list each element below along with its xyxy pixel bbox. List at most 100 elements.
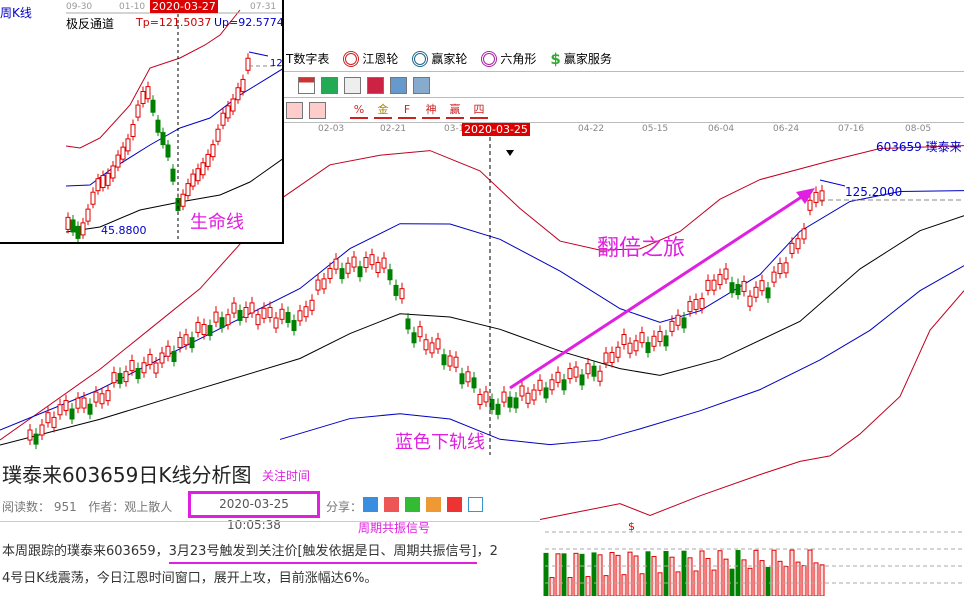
stock-title: 603659 璞泰来 bbox=[876, 140, 962, 154]
candle bbox=[627, 342, 633, 354]
share-plus-icon[interactable] bbox=[363, 497, 378, 512]
volume-bar bbox=[543, 552, 549, 596]
cursor-marker-icon bbox=[506, 150, 514, 156]
candle bbox=[63, 400, 69, 412]
shen-tool-icon[interactable]: 神 bbox=[422, 103, 440, 119]
toolbar-item[interactable]: 江恩轮 bbox=[343, 50, 398, 67]
inset-candle bbox=[220, 112, 226, 126]
candle bbox=[723, 268, 729, 280]
share-icons bbox=[363, 497, 483, 512]
candle bbox=[339, 268, 345, 280]
network-icon[interactable] bbox=[390, 76, 407, 94]
volume-bar bbox=[657, 572, 663, 596]
volume-bar bbox=[639, 573, 645, 596]
inset-candle bbox=[160, 132, 166, 146]
candle bbox=[195, 321, 201, 333]
weibo-icon[interactable] bbox=[384, 497, 399, 512]
candle bbox=[771, 271, 777, 283]
gold-tool-icon[interactable]: 金 bbox=[374, 103, 392, 119]
inset-candle bbox=[195, 168, 201, 182]
candle bbox=[711, 279, 717, 291]
candle bbox=[741, 280, 747, 292]
candle bbox=[375, 261, 381, 273]
volume-bar bbox=[741, 559, 747, 596]
volume-bar bbox=[561, 553, 567, 596]
report-icon[interactable] bbox=[344, 76, 361, 94]
inset-candle bbox=[70, 219, 76, 233]
toolbar-item[interactable]: 赢家轮 bbox=[412, 50, 467, 67]
toolbar-item[interactable]: $ 赢家服务 bbox=[550, 49, 612, 68]
candle bbox=[621, 334, 627, 346]
calculator-icon[interactable] bbox=[321, 76, 338, 94]
candle bbox=[291, 320, 297, 332]
volume-bar bbox=[723, 558, 729, 596]
inset-candle bbox=[130, 123, 136, 137]
low-label: 45.8800 bbox=[101, 224, 147, 237]
printer-icon[interactable] bbox=[413, 76, 430, 94]
candle bbox=[315, 279, 321, 291]
percent-tool-icon[interactable]: % bbox=[350, 103, 368, 119]
candle bbox=[441, 354, 447, 366]
signal-note: 周期共振信号 bbox=[358, 521, 431, 535]
candle bbox=[261, 307, 267, 319]
candle bbox=[687, 301, 693, 313]
tieba-icon[interactable] bbox=[468, 497, 483, 512]
volume-bar bbox=[669, 556, 675, 596]
date-tick-highlight: 2020-03-27 bbox=[150, 0, 218, 13]
qq-icon[interactable] bbox=[426, 497, 441, 512]
candle bbox=[489, 398, 495, 410]
calendar-icon[interactable] bbox=[298, 76, 315, 94]
candle bbox=[807, 199, 813, 211]
volume-bar bbox=[735, 550, 741, 596]
four-tool-icon[interactable]: 四 bbox=[470, 103, 488, 119]
candle bbox=[729, 282, 735, 294]
candle bbox=[567, 368, 573, 380]
candle bbox=[39, 424, 45, 436]
win-tool-icon[interactable]: 赢 bbox=[446, 103, 464, 119]
candle bbox=[273, 317, 279, 329]
candle bbox=[513, 397, 519, 409]
article-paragraph-line: 4号日K线震荡，今日江恩时间窗口，展开上攻，目前涨幅达6%。 bbox=[2, 571, 378, 586]
candle bbox=[705, 279, 711, 291]
candle bbox=[549, 379, 555, 391]
weekly-kline-inset[interactable]: 周K线 09-30 01-10 2020-03-27 07-31 极反通道 Tp… bbox=[0, 0, 284, 244]
volume-bar bbox=[549, 577, 555, 596]
volume-bar bbox=[675, 571, 681, 596]
inset-candle bbox=[145, 86, 151, 100]
candle bbox=[201, 323, 207, 335]
wechat-icon[interactable] bbox=[405, 497, 420, 512]
date-tick: 05-15 bbox=[642, 124, 669, 134]
volume-bar bbox=[783, 566, 789, 596]
candle bbox=[249, 302, 255, 314]
indicator-select[interactable]: 极反通道 bbox=[66, 17, 115, 31]
candle bbox=[399, 288, 405, 300]
f-tool-icon[interactable]: F bbox=[398, 103, 416, 119]
grid-tool-icon[interactable] bbox=[286, 102, 303, 119]
volume-bar bbox=[597, 554, 603, 596]
save-icon[interactable] bbox=[367, 76, 384, 94]
candle bbox=[795, 238, 801, 250]
candle bbox=[633, 340, 639, 352]
toolbar-item[interactable]: T数字表 bbox=[286, 52, 330, 66]
tencent-weibo-icon[interactable] bbox=[447, 497, 462, 512]
candle bbox=[759, 280, 765, 292]
candle bbox=[33, 433, 39, 445]
volume-bar bbox=[777, 560, 783, 596]
candle bbox=[153, 362, 159, 374]
life-line bbox=[0, 215, 964, 446]
candle bbox=[669, 320, 675, 332]
last-price-label: 125.2000 bbox=[845, 185, 903, 199]
grid-tool-icon[interactable] bbox=[309, 102, 326, 119]
upper-band bbox=[0, 145, 964, 441]
candle bbox=[369, 254, 375, 266]
candle bbox=[609, 351, 615, 363]
volume-bar bbox=[795, 561, 801, 596]
divider bbox=[0, 521, 540, 522]
candle bbox=[177, 336, 183, 348]
candle bbox=[381, 257, 387, 269]
candle bbox=[135, 368, 141, 380]
inset-candle bbox=[85, 208, 91, 222]
toolbar-item[interactable]: 六角形 bbox=[481, 50, 536, 67]
candle bbox=[801, 228, 807, 240]
period-label[interactable]: 周K线 bbox=[0, 6, 32, 20]
